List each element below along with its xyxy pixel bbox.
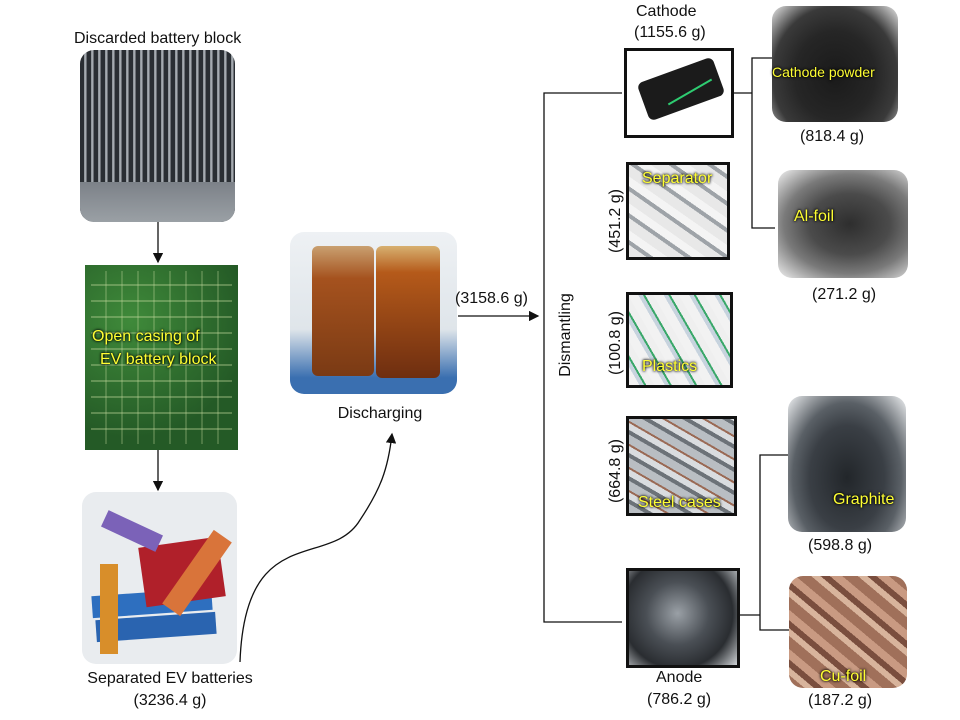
al-foil-image (778, 170, 908, 278)
discharging-image (290, 232, 457, 394)
separated-title: Separated EV batteries (87, 670, 253, 687)
cathode-powder-image (772, 6, 898, 122)
block-title: Discarded battery block (74, 30, 242, 47)
separator-label: Separator (642, 170, 713, 187)
cathode-title: Cathode (636, 3, 697, 20)
al-foil-weight: (271.2 g) (812, 286, 877, 303)
cu-foil-label: Cu-foil (820, 668, 867, 685)
cathode-image (624, 48, 734, 138)
anode-weight: (786.2 g) (647, 691, 712, 708)
open-casing-image (85, 265, 238, 450)
al-foil-label: Al-foil (794, 208, 835, 225)
graphite-label: Graphite (833, 491, 895, 508)
cathode-weight: (1155.6 g) (634, 24, 706, 41)
open-casing-label-line2: EV battery block (100, 351, 217, 368)
graphite-image (788, 396, 906, 532)
cathode-products-bracket (728, 57, 775, 229)
steel-cases-label: Steel cases (638, 494, 721, 511)
anode-title: Anode (656, 669, 703, 686)
discharging-title: Discharging (337, 405, 423, 422)
dismantling-bracket (543, 92, 622, 623)
graphite-weight: (598.8 g) (808, 537, 873, 554)
dismantling-label: Dismantling (557, 293, 574, 377)
cathode-powder-weight: (818.4 g) (800, 128, 865, 145)
cathode-powder-label: Cathode powder (772, 64, 875, 80)
steel-cases-image (626, 416, 737, 516)
anode-image (626, 568, 740, 668)
separator-weight: (451.2 g) (607, 188, 624, 254)
anode-products-bracket (734, 454, 790, 631)
plastics-image (626, 292, 733, 388)
cu-foil-weight: (187.2 g) (808, 692, 873, 709)
separated-batteries-image (82, 492, 237, 664)
separator-image (626, 162, 730, 260)
separated-weight: (3236.4 g) (133, 692, 207, 709)
plastics-label: Plastics (642, 358, 698, 375)
arrow-separated-to-discharging (239, 432, 397, 663)
battery-block-image (80, 50, 235, 222)
discharging-weight: (3158.6 g) (455, 290, 528, 307)
plastics-weight: (100.8 g) (607, 310, 624, 376)
cu-foil-image (789, 576, 907, 688)
steel-cases-weight: (664.8 g) (607, 438, 624, 504)
open-casing-label-line1: Open casing of (92, 328, 200, 345)
